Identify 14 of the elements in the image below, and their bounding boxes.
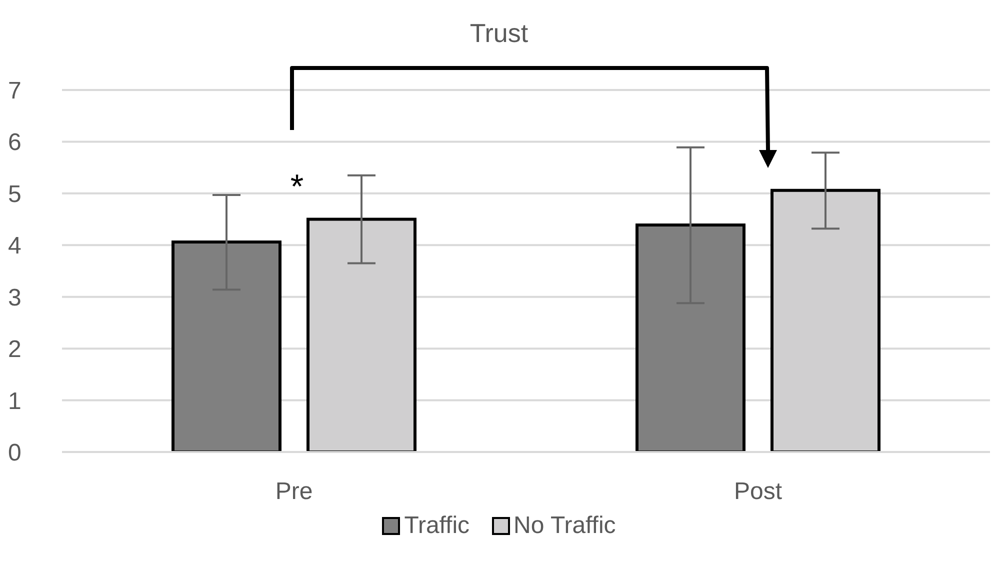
- y-tick-label: 7: [8, 78, 22, 105]
- annotation: *: [290, 168, 304, 206]
- y-tick-label: 0: [8, 440, 22, 467]
- chart-title: Trust: [468, 18, 530, 49]
- legend-label: No Traffic: [512, 512, 616, 540]
- y-tick-label: 6: [8, 129, 22, 156]
- y-tick-label: 1: [8, 388, 22, 415]
- y-tick-label: 2: [8, 336, 22, 364]
- y-tick-label: 4: [8, 232, 22, 260]
- y-tick-label: 3: [8, 284, 22, 312]
- legend-label: Traffic: [403, 512, 470, 540]
- x-tick-label: Post: [734, 478, 782, 506]
- x-tick-label: Pre: [275, 478, 313, 506]
- y-tick-label: 5: [8, 180, 22, 208]
